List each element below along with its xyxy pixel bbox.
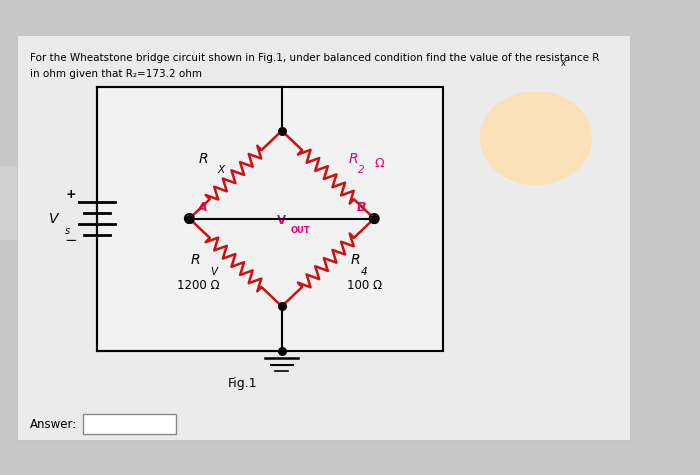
- Text: 2: 2: [358, 165, 364, 175]
- Text: R: R: [349, 152, 358, 165]
- Text: V: V: [277, 214, 286, 227]
- Text: OUT: OUT: [291, 226, 311, 235]
- Text: B: B: [356, 201, 366, 214]
- Text: +: +: [66, 188, 76, 201]
- Text: s: s: [64, 226, 70, 236]
- Text: x: x: [561, 59, 566, 68]
- Text: V: V: [49, 211, 58, 226]
- Bar: [97, 87, 444, 351]
- Text: 100 Ω: 100 Ω: [347, 278, 382, 292]
- Text: R: R: [198, 152, 208, 165]
- Text: A: A: [197, 201, 207, 214]
- Text: 1200 Ω: 1200 Ω: [177, 278, 220, 292]
- Text: 4: 4: [360, 266, 367, 276]
- Circle shape: [185, 214, 194, 223]
- Text: −: −: [65, 233, 78, 248]
- Text: Answer:: Answer:: [29, 418, 77, 431]
- Text: For the Wheatstone bridge circuit shown in Fig.1, under balanced condition find : For the Wheatstone bridge circuit shown …: [29, 53, 599, 63]
- Text: X: X: [217, 165, 224, 175]
- Text: Fig.1: Fig.1: [228, 377, 258, 389]
- Text: R: R: [191, 253, 200, 267]
- Ellipse shape: [480, 92, 592, 184]
- Text: in ohm given that R₂=173.2 ohm: in ohm given that R₂=173.2 ohm: [29, 69, 202, 79]
- Text: V: V: [210, 266, 217, 276]
- FancyBboxPatch shape: [17, 35, 630, 440]
- Bar: [83, 414, 176, 434]
- Circle shape: [370, 214, 379, 223]
- Text: Ω: Ω: [374, 157, 384, 170]
- Text: R: R: [351, 253, 360, 267]
- Bar: [0, 166, 17, 240]
